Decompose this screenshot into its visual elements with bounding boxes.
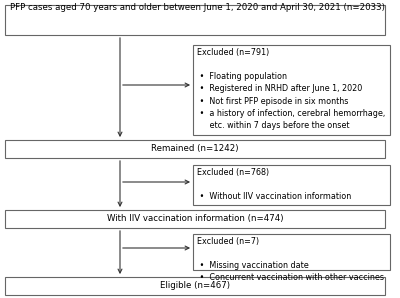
- Bar: [193, 165, 390, 205]
- Text: With IIV vaccination information (n=474): With IIV vaccination information (n=474): [107, 215, 283, 224]
- Bar: [5, 277, 385, 295]
- Text: PFP cases aged 70 years and older between June 1, 2020 and April 30, 2021 (n=203: PFP cases aged 70 years and older betwee…: [10, 4, 385, 13]
- Bar: [5, 210, 385, 228]
- Bar: [193, 234, 390, 270]
- Bar: [5, 140, 385, 158]
- Text: Excluded (n=791)

 •  Floating population
 •  Registered in NRHD after June 1, 2: Excluded (n=791) • Floating population •…: [197, 48, 385, 130]
- Text: Remained (n=1242): Remained (n=1242): [151, 145, 239, 153]
- Text: Excluded (n=768)

 •  Without IIV vaccination information: Excluded (n=768) • Without IIV vaccinati…: [197, 168, 351, 201]
- Bar: [5, 5, 385, 35]
- Text: Eligible (n=467): Eligible (n=467): [160, 282, 230, 291]
- Text: Excluded (n=7)

 •  Missing vaccination date
 •  Concurrent vaccination with oth: Excluded (n=7) • Missing vaccination dat…: [197, 237, 384, 283]
- Bar: [193, 45, 390, 135]
